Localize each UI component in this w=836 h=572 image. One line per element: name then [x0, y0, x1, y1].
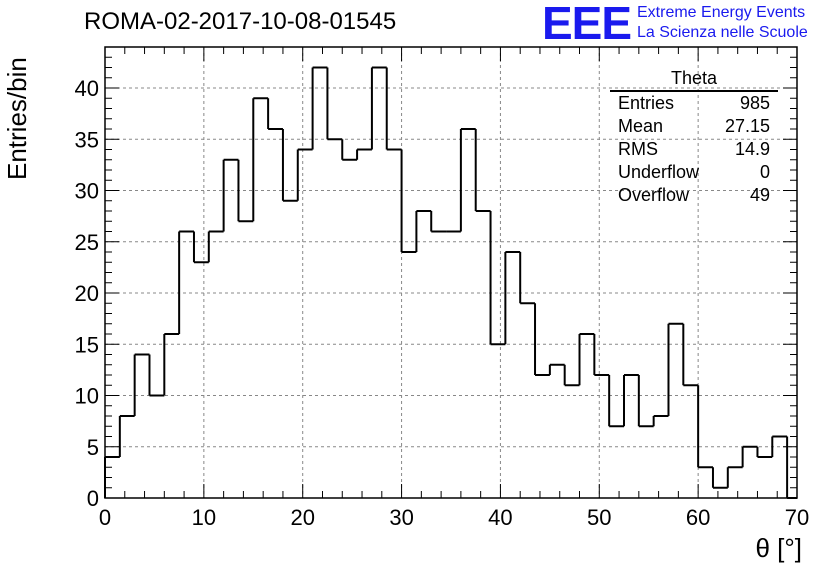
logo-line-1: Extreme Energy Events — [637, 4, 806, 21]
x-tick-label: 10 — [192, 505, 216, 530]
stats-row-overflow: Overflow 49 — [610, 184, 778, 207]
stats-row-rms: RMS 14.9 — [610, 138, 778, 161]
x-tick-label: 0 — [99, 505, 111, 530]
logo-caption: Extreme Energy Events La Scienza nelle S… — [637, 3, 808, 43]
stats-value: 985 — [739, 93, 770, 113]
y-tick-label: 35 — [75, 127, 99, 152]
stats-value: 14.9 — [734, 139, 770, 159]
chart-title: ROMA-02-2017-10-08-01545 — [84, 8, 397, 35]
x-tick-label: 50 — [587, 505, 611, 530]
stats-label: Entries — [618, 93, 675, 113]
eee-logo: EEE — [542, 0, 632, 49]
stats-label: RMS — [618, 139, 658, 159]
y-tick-label: 5 — [87, 435, 99, 460]
x-tick-label: 70 — [785, 505, 809, 530]
stats-row-underflow: Underflow 0 — [610, 161, 778, 184]
y-tick-label: 30 — [75, 179, 99, 204]
x-tick-label: 60 — [686, 505, 710, 530]
stats-label: Overflow — [618, 185, 690, 205]
x-tick-label: 40 — [488, 505, 512, 530]
stats-label: Mean — [618, 116, 664, 136]
x-tick-label: 30 — [389, 505, 413, 530]
y-tick-label: 40 — [75, 76, 99, 101]
y-tick-label: 0 — [87, 486, 99, 511]
stats-label: Underflow — [618, 162, 700, 182]
stats-value: 49 — [749, 185, 770, 205]
y-tick-label: 20 — [75, 281, 99, 306]
stats-value: 27.15 — [724, 116, 770, 136]
y-tick-label: 15 — [75, 332, 99, 357]
x-axis-label: θ [°] — [755, 533, 802, 563]
y-axis-label: Entries/bin — [2, 57, 32, 180]
stats-value: 0 — [759, 162, 770, 182]
stats-row-mean: Mean 27.15 — [610, 115, 778, 138]
stats-title: Theta — [610, 68, 778, 92]
logo-line-2: La Scienza nelle Scuole — [637, 24, 808, 41]
stats-box: Theta Entries 985 Mean 27.15 RMS 14.9 Un… — [610, 68, 778, 207]
x-tick-label: 20 — [290, 505, 314, 530]
y-tick-label: 25 — [75, 230, 99, 255]
y-tick-label: 10 — [75, 384, 99, 409]
stats-row-entries: Entries 985 — [610, 92, 778, 115]
